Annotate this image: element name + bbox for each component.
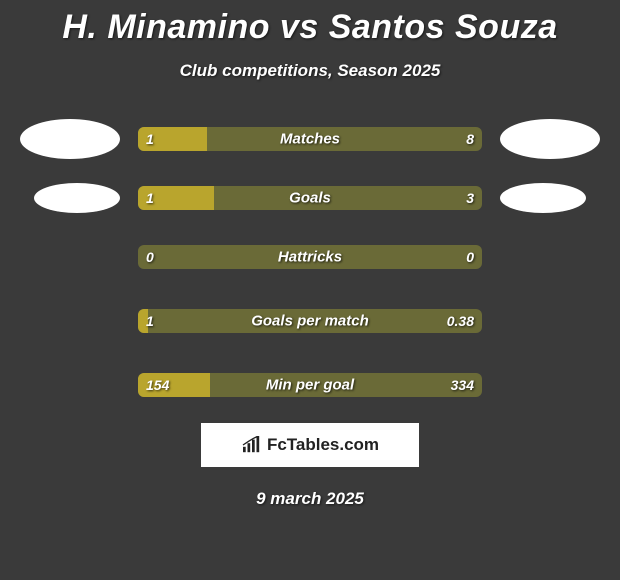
- player-badge-left: [20, 119, 120, 159]
- page-title: H. Minamino vs Santos Souza: [0, 0, 620, 47]
- stats-chart: 1 8 Matches 1 3 Goals 0 0 Hattricks 1 0.38 Goals pe…: [0, 119, 620, 405]
- stat-label: Min per goal: [266, 377, 354, 394]
- stat-label: Goals per match: [251, 313, 369, 330]
- stat-row: 154 334 Min per goal: [0, 365, 620, 405]
- stat-value-left: 1: [146, 131, 154, 147]
- stat-value-left: 0: [146, 249, 154, 265]
- footer-date: 9 march 2025: [0, 489, 620, 509]
- player-badge-right: [500, 183, 586, 213]
- stat-bar: 1 8 Matches: [138, 127, 482, 151]
- brand-logo: FcTables.com: [201, 423, 419, 467]
- page-subtitle: Club competitions, Season 2025: [0, 61, 620, 81]
- stat-row: 1 0.38 Goals per match: [0, 301, 620, 341]
- stat-bar: 1 0.38 Goals per match: [138, 309, 482, 333]
- stat-label: Goals: [289, 190, 331, 207]
- stat-bar: 0 0 Hattricks: [138, 245, 482, 269]
- stat-row: 0 0 Hattricks: [0, 237, 620, 277]
- player-badge-left: [34, 183, 120, 213]
- stat-value-left: 1: [146, 190, 154, 206]
- chart-icon: [241, 436, 263, 454]
- brand-text: FcTables.com: [267, 435, 379, 455]
- stat-value-left: 1: [146, 313, 154, 329]
- stat-value-right: 3: [466, 190, 474, 206]
- stat-label: Hattricks: [278, 249, 342, 266]
- stat-value-right: 334: [451, 377, 474, 393]
- stat-row: 1 8 Matches: [0, 119, 620, 159]
- stat-bar: 1 3 Goals: [138, 186, 482, 210]
- stat-bar: 154 334 Min per goal: [138, 373, 482, 397]
- stat-value-right: 0.38: [447, 313, 474, 329]
- stat-label: Matches: [280, 131, 340, 148]
- stat-value-right: 0: [466, 249, 474, 265]
- stat-value-left: 154: [146, 377, 169, 393]
- player-badge-right: [500, 119, 600, 159]
- stat-value-right: 8: [466, 131, 474, 147]
- stat-row: 1 3 Goals: [0, 183, 620, 213]
